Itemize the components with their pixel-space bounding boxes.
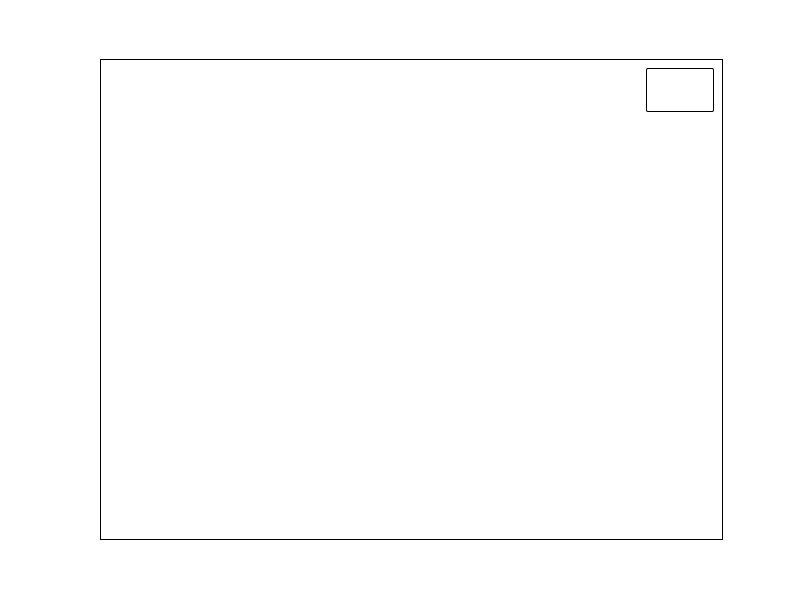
legend-entry-tp bbox=[653, 76, 707, 87]
plot-area bbox=[100, 59, 723, 540]
legend-entry-fp bbox=[653, 93, 707, 104]
legend-swatch-tp-icon bbox=[653, 76, 685, 87]
bar-labels-layer bbox=[101, 60, 722, 539]
legend bbox=[646, 68, 714, 112]
legend-swatch-fp-icon bbox=[653, 93, 685, 104]
